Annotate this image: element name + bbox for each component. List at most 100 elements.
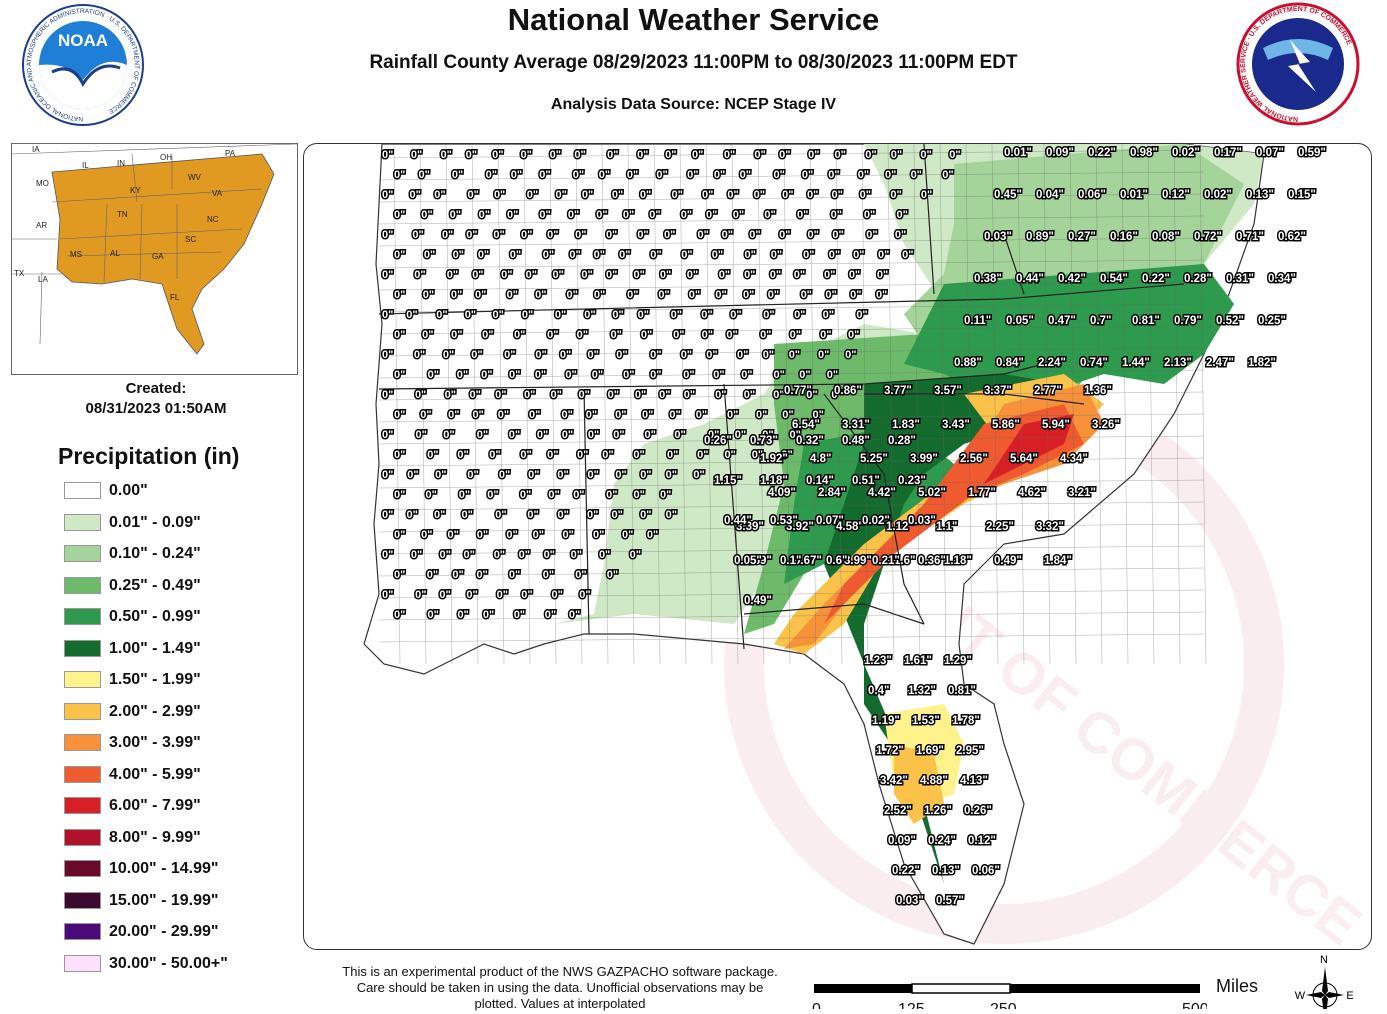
inset-locator-map: IA IL IN OH PA MO KY WV VA TN NC AR SC MS AL GA TX L… (11, 143, 298, 375)
county-zero-label: 0" (789, 349, 800, 361)
county-zero-label: 0" (477, 429, 488, 441)
scale-bar: 0 125 250 500 (812, 978, 1209, 1014)
legend-swatch (64, 702, 101, 720)
county-zero-label: 0" (558, 509, 569, 521)
county-zero-label: 0" (475, 289, 486, 301)
legend-label: 0.10" - 0.24" (109, 545, 201, 562)
county-value-label: 0.05" (734, 555, 762, 567)
county-value-label: 5.64" (1010, 453, 1038, 465)
county-zero-label: 0" (394, 529, 405, 541)
county-zero-label: 0" (850, 289, 861, 301)
county-value-label: 0.12" (968, 835, 996, 847)
county-zero-label: 0" (468, 189, 479, 201)
county-zero-label: 0" (911, 169, 922, 181)
svg-text:IA: IA (32, 145, 40, 154)
county-zero-label: 0" (482, 329, 493, 341)
county-value-label: 3.57" (934, 385, 962, 397)
county-value-label: 5.25" (860, 453, 888, 465)
legend-swatch (64, 639, 101, 657)
county-value-label: 3.32" (1036, 521, 1064, 533)
county-value-label: 0.26" (964, 805, 992, 817)
county-zero-label: 0" (808, 149, 819, 161)
county-zero-label: 0" (712, 249, 723, 261)
county-zero-label: 0" (599, 549, 610, 561)
county-zero-label: 0" (594, 289, 605, 301)
inset-state-labels: IA IL IN OH PA MO KY WV VA TN NC AR SC MS AL GA TX L… (14, 145, 236, 302)
county-value-label: 0.07" (1256, 147, 1284, 159)
county-zero-label: 0" (469, 389, 480, 401)
county-zero-label: 0" (587, 509, 598, 521)
county-zero-label: 0" (581, 269, 592, 281)
county-zero-label: 0" (550, 389, 561, 401)
county-value-label: 0.16" (1110, 231, 1138, 243)
county-zero-label: 0" (507, 289, 518, 301)
county-zero-label: 0" (696, 409, 707, 421)
county-zero-label: 0" (394, 609, 405, 621)
county-value-label: 0.51" (852, 475, 880, 487)
county-value-label: 2.47" (1206, 357, 1234, 369)
county-zero-label: 0" (599, 169, 610, 181)
county-zero-label: 0" (607, 569, 618, 581)
county-zero-label: 0" (644, 429, 655, 441)
county-zero-label: 0" (506, 529, 517, 541)
county-zero-label: 0" (472, 269, 483, 281)
legend-label: 0.25" - 0.49" (109, 576, 201, 594)
county-zero-label: 0" (414, 349, 425, 361)
county-zero-label: 0" (802, 169, 813, 181)
svg-text:SC: SC (185, 235, 196, 244)
county-zero-label: 0" (749, 229, 760, 241)
county-zero-label: 0" (764, 209, 775, 221)
county-zero-label: 0" (524, 389, 535, 401)
county-zero-label: 0" (411, 149, 422, 161)
svg-text:NC: NC (207, 215, 219, 224)
county-zero-label: 0" (715, 389, 726, 401)
county-zero-label: 0" (754, 189, 765, 201)
county-zero-label: 0" (702, 329, 713, 341)
county-value-label: 0.62" (1278, 231, 1306, 243)
county-zero-label: 0" (435, 469, 446, 481)
county-zero-label: 0" (602, 449, 613, 461)
county-value-label: 0.77" (784, 385, 812, 397)
county-zero-label: 0" (453, 249, 464, 261)
county-zero-label: 0" (547, 449, 558, 461)
county-zero-label: 0" (607, 149, 618, 161)
county-zero-label: 0" (835, 149, 846, 161)
county-zero-label: 0" (457, 369, 468, 381)
county-zero-label: 0" (779, 229, 790, 241)
county-zero-label: 0" (442, 229, 453, 241)
county-zero-label: 0" (942, 169, 953, 181)
county-value-label: 0.52" (1216, 315, 1244, 327)
county-zero-label: 0" (827, 369, 838, 381)
county-value-label: 0.14" (806, 475, 834, 487)
county-value-label: 1.61" (904, 655, 932, 667)
county-zero-label: 0" (768, 289, 779, 301)
county-value-label: 3.99" (844, 555, 872, 567)
county-zero-label: 0" (799, 369, 810, 381)
county-zero-label: 0" (829, 249, 840, 261)
county-zero-label: 0" (557, 469, 568, 481)
county-zero-label: 0" (577, 329, 588, 341)
county-zero-label: 0" (420, 409, 431, 421)
county-zero-label: 0" (577, 449, 588, 461)
county-value-label: 0.54" (1100, 273, 1128, 285)
svg-text:TN: TN (117, 210, 128, 219)
county-value-label: 0.01" (1004, 147, 1032, 159)
county-value-label: 0.13" (932, 865, 960, 877)
svg-text:MS: MS (70, 250, 82, 259)
county-value-label: 0.23" (898, 475, 926, 487)
svg-text:AR: AR (36, 221, 47, 230)
precip-zone (824, 374, 1064, 884)
county-zero-label: 0" (763, 349, 774, 361)
county-zero-label: 0" (623, 209, 634, 221)
county-zero-label: 0" (439, 589, 450, 601)
legend-label: 15.00" - 19.99" (109, 891, 219, 909)
county-zero-label: 0" (520, 449, 531, 461)
scale-tick-250: 250 (990, 1001, 1017, 1009)
county-zero-label: 0" (528, 469, 539, 481)
county-value-label: 3.42" (880, 775, 908, 787)
county-zero-label: 0" (514, 609, 525, 621)
county-zero-label: 0" (741, 369, 752, 381)
county-zero-label: 0" (582, 189, 593, 201)
county-zero-label: 0" (797, 209, 808, 221)
county-zero-label: 0" (730, 309, 741, 321)
